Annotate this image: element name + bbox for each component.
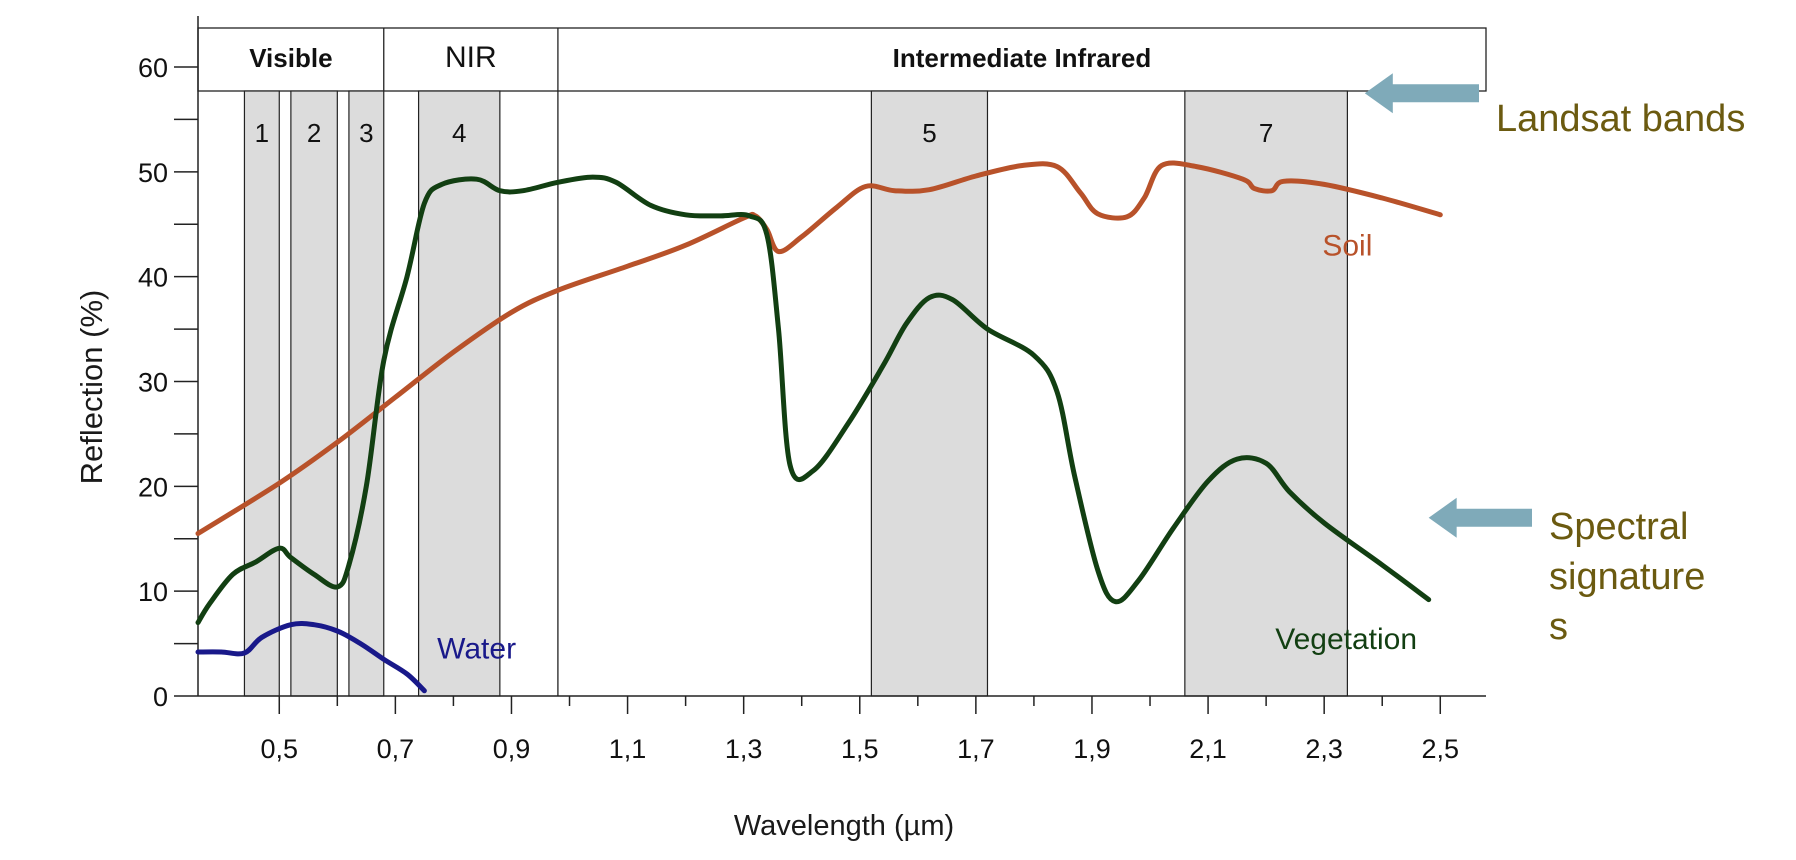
region-label: Visible xyxy=(249,43,332,73)
region-header: Visible NIR Intermediate Infrared xyxy=(197,27,1487,92)
x-tick-label: 0,5 xyxy=(260,734,298,764)
series-label-soil: Soil xyxy=(1322,230,1372,263)
spectral-signatures-arrow xyxy=(1428,497,1532,538)
band-1-label: 1 xyxy=(255,118,269,148)
spectral-signatures-line: s xyxy=(1549,606,1568,648)
landsat-bands-arrow xyxy=(1364,73,1479,114)
x-tick-label: 0,7 xyxy=(377,734,415,764)
band-5-label: 5 xyxy=(922,118,936,148)
y-tick-label: 50 xyxy=(138,158,168,188)
x-tick-label: 1,1 xyxy=(609,734,647,764)
band-3-label: 3 xyxy=(359,118,373,148)
series-label-water: Water xyxy=(437,632,516,665)
series-labels: Soil Vegetation Water xyxy=(437,230,1417,666)
axes: 0 10 20 30 40 50 60 0,5 0,7 0,9 1,1 1,3 1,5 1,7 1,9 2,1… xyxy=(138,16,1486,764)
annotation-arrows xyxy=(1364,73,1532,538)
band-4-label: 4 xyxy=(452,118,466,148)
water-series-line xyxy=(195,621,427,694)
landsat-bands-annotation: Landsat bands xyxy=(1496,98,1746,140)
x-tick-label: 0,9 xyxy=(493,734,531,764)
y-tick-label: 0 xyxy=(153,682,168,712)
region-label: Intermediate Infrared xyxy=(893,43,1152,73)
band-5-column xyxy=(870,90,989,697)
series-label-vegetation: Vegetation xyxy=(1275,623,1417,656)
region-label: NIR xyxy=(445,41,497,74)
region-header-box xyxy=(197,27,1487,92)
x-tick-label: 2,1 xyxy=(1189,734,1227,764)
y-tick-label: 60 xyxy=(138,53,168,83)
y-tick-label: 20 xyxy=(138,472,168,502)
soil-series-line xyxy=(195,160,1443,536)
x-tick-label: 2,3 xyxy=(1305,734,1343,764)
spectral-signatures-annotation: Spectral signature s xyxy=(1549,502,1779,652)
band-1-column xyxy=(243,90,280,697)
y-axis-label: Reflection (%) xyxy=(74,290,109,485)
x-tick-label: 1,9 xyxy=(1073,734,1111,764)
x-tick-label: 2,5 xyxy=(1421,734,1459,764)
y-tick-label: 10 xyxy=(138,577,168,607)
series-lines xyxy=(195,160,1443,694)
band-2-column xyxy=(290,90,338,697)
x-tick-label: 1,7 xyxy=(957,734,995,764)
landsat-bands: 1 2 3 4 5 7 xyxy=(243,90,1348,697)
vegetation-series-line xyxy=(195,174,1432,626)
band-7-label: 7 xyxy=(1259,118,1273,148)
spectral-signatures-line: signature xyxy=(1549,556,1706,598)
x-axis-label: Wavelength (µm) xyxy=(734,810,954,842)
y-tick-label: 30 xyxy=(138,368,168,398)
x-tick-label: 1,5 xyxy=(841,734,879,764)
band-2-label: 2 xyxy=(307,118,321,148)
y-tick-label: 40 xyxy=(138,263,168,293)
spectral-signatures-line: Spectral xyxy=(1549,506,1689,548)
x-tick-label: 1,3 xyxy=(725,734,763,764)
